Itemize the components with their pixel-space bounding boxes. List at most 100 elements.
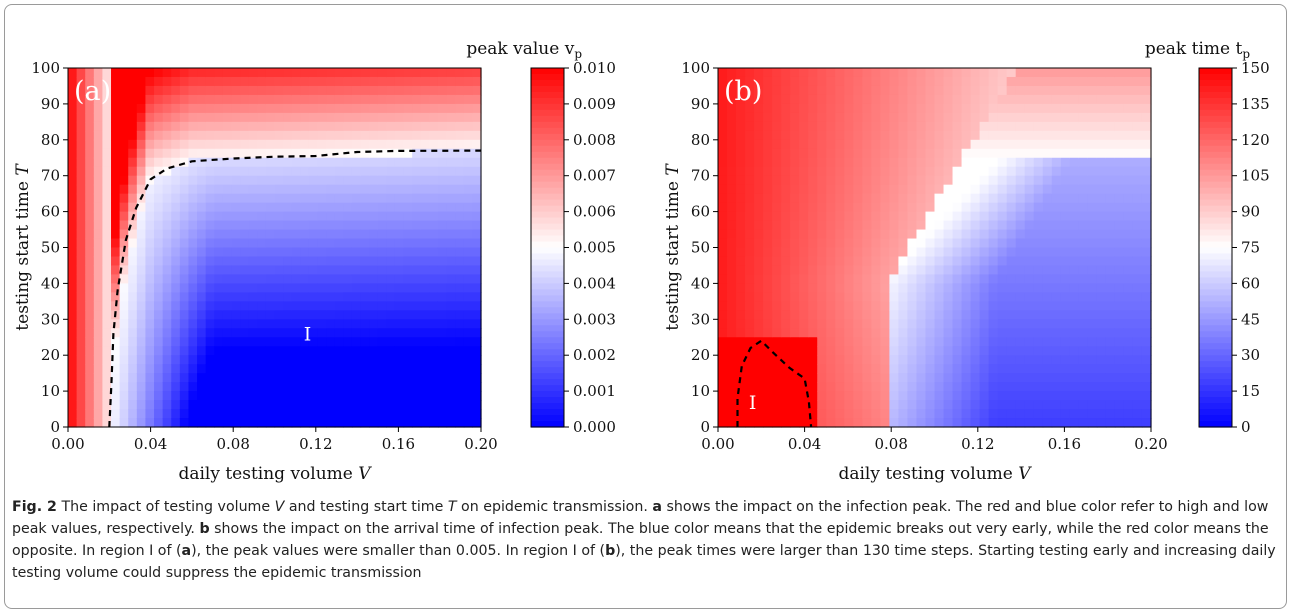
heatmap-cell	[154, 328, 164, 338]
heatmap-cell	[1141, 355, 1152, 365]
heatmap-cell	[1087, 373, 1098, 383]
heatmap-cell	[745, 283, 755, 293]
heatmap-cell	[162, 139, 172, 150]
heatmap-cell	[988, 391, 999, 401]
heatmap-cell	[1087, 301, 1098, 311]
heatmap-cell	[1105, 85, 1116, 96]
x-axis-label: daily testing volume V	[178, 464, 372, 484]
x-tick-label: 0.04	[134, 435, 167, 453]
heatmap-cell	[781, 418, 791, 428]
heatmap-cell	[727, 211, 737, 222]
heatmap-cell	[283, 238, 293, 249]
heatmap-cell	[862, 157, 872, 168]
heatmap-cell	[446, 382, 456, 392]
heatmap-cell	[1042, 193, 1053, 204]
heatmap-cell	[154, 112, 164, 123]
heatmap-cell	[472, 301, 482, 311]
heatmap-cell	[781, 265, 791, 276]
heatmap-cell	[154, 301, 164, 311]
heatmap-cell	[781, 202, 791, 213]
heatmap-cell	[1096, 256, 1107, 267]
heatmap-cell	[907, 229, 918, 240]
heatmap-cell	[248, 256, 258, 267]
heatmap-cell	[463, 211, 473, 222]
heatmap-cell	[736, 274, 746, 284]
heatmap-cell	[1060, 229, 1071, 240]
heatmap-cell	[790, 355, 800, 365]
heatmap-cell	[826, 265, 836, 276]
colorbar-tick-label: 60	[1241, 274, 1260, 292]
heatmap-cell	[835, 112, 845, 123]
heatmap-cell	[1078, 292, 1089, 302]
heatmap-cell	[197, 220, 207, 231]
heatmap-cell	[111, 121, 121, 132]
heatmap-cell	[1123, 418, 1134, 428]
heatmap-cell	[222, 211, 233, 222]
heatmap-cell	[1096, 319, 1107, 329]
heatmap-cell	[111, 292, 121, 302]
heatmap-cell	[205, 85, 215, 96]
heatmap-cell	[136, 301, 147, 311]
heatmap-cell	[463, 68, 473, 78]
heatmap-cell	[455, 94, 465, 105]
heatmap-cell	[925, 85, 936, 96]
colorbar-swatch	[531, 193, 564, 201]
heatmap-cell	[351, 103, 362, 114]
heatmap-cell	[835, 184, 845, 195]
heatmap-cell	[997, 121, 1008, 132]
heatmap-cell	[463, 229, 473, 240]
heatmap-cell	[377, 328, 387, 338]
heatmap-cell	[1096, 211, 1107, 222]
colorbar-label-text: peak time t	[1145, 39, 1243, 59]
heatmap-cell	[85, 337, 95, 347]
heatmap-cell	[916, 193, 927, 204]
heatmap-cell	[907, 130, 918, 141]
heatmap-cell	[119, 121, 129, 132]
heatmap-cell	[781, 364, 791, 374]
heatmap-cell	[326, 319, 336, 329]
heatmap-cell	[265, 211, 276, 222]
heatmap-cell	[1051, 337, 1062, 347]
heatmap-cell	[1096, 418, 1107, 428]
heatmap-cell	[274, 274, 284, 284]
heatmap-cell	[446, 85, 456, 96]
caption-text-segment: shows the impact on the infection peak. …	[12, 499, 1269, 537]
heatmap-cell	[128, 184, 138, 195]
heatmap-cell	[300, 220, 310, 231]
heatmap-cell	[429, 85, 439, 96]
heatmap-cell	[997, 256, 1008, 267]
heatmap-cell	[308, 85, 319, 96]
colorbar-swatch	[531, 265, 564, 273]
heatmap-cell	[1024, 364, 1035, 374]
heatmap-cell	[360, 112, 370, 123]
heatmap-cell	[369, 283, 379, 293]
heatmap-cell	[68, 148, 78, 159]
heatmap-cell	[1051, 220, 1062, 231]
heatmap-cell	[745, 382, 755, 392]
heatmap-cell	[93, 202, 104, 213]
heatmap-cell	[961, 85, 972, 96]
heatmap-cell	[988, 202, 999, 213]
heatmap-cell	[1132, 166, 1143, 177]
heatmap-cell	[718, 265, 728, 276]
heatmap-cell	[1024, 373, 1035, 383]
heatmap-cell	[970, 193, 981, 204]
heatmap-cell	[343, 202, 353, 213]
heatmap-cell	[1114, 94, 1125, 105]
heatmap-cell	[934, 229, 945, 240]
heatmap-cell	[1123, 166, 1134, 177]
heatmap-cell	[300, 247, 310, 258]
heatmap-cell	[844, 328, 854, 338]
heatmap-cell	[283, 274, 293, 284]
heatmap-cell	[1123, 193, 1134, 204]
heatmap-cell	[889, 283, 900, 293]
heatmap-cell	[308, 112, 319, 123]
heatmap-cell	[240, 274, 250, 284]
heatmap-cell	[1042, 130, 1053, 141]
heatmap-cell	[1015, 256, 1026, 267]
heatmap-cell	[871, 130, 881, 141]
heatmap-cell	[283, 139, 293, 150]
heatmap-cell	[862, 409, 872, 419]
heatmap-cell	[898, 400, 909, 410]
heatmap-cell	[934, 409, 945, 419]
